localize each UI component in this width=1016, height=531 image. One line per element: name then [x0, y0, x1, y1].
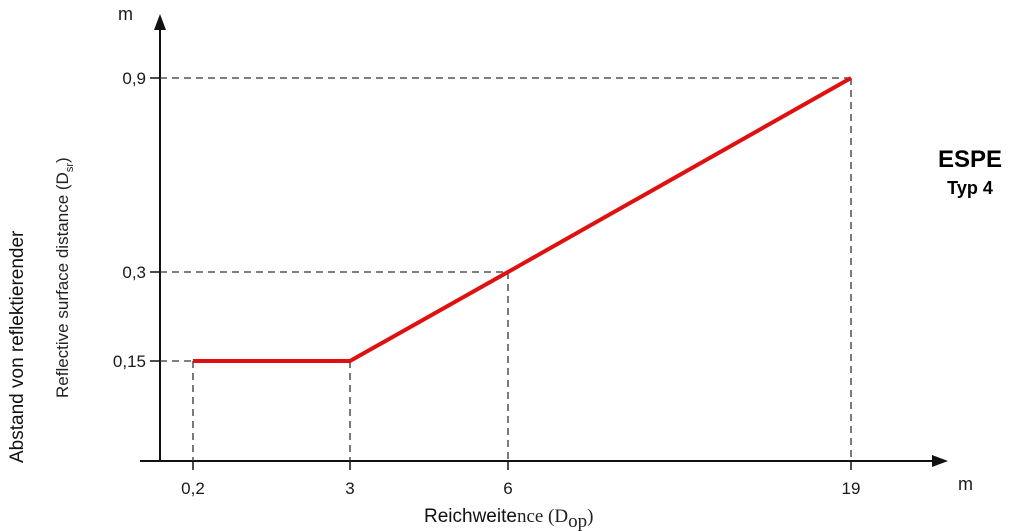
- x-tick-label: 3: [345, 479, 354, 498]
- y-axis-label-line1: Abstand von reflektierender: [7, 230, 28, 463]
- side-title: ESPE: [938, 146, 1002, 173]
- y-axis-label-text: Reflective surface distance (D: [53, 172, 72, 398]
- y-axis-label-subscript: sr: [64, 163, 76, 173]
- x-axis-label-text: nce (D: [517, 506, 568, 527]
- y-axis-label-line2: Reflective surface distance (Dsr): [53, 157, 76, 398]
- x-tick-label: 6: [503, 479, 512, 498]
- x-tick-label: 19: [842, 479, 861, 498]
- x-unit-label: m: [958, 474, 973, 494]
- y-unit-label: m: [118, 4, 133, 24]
- guide-lines: [160, 77, 852, 461]
- x-axis-arrow: [932, 455, 948, 467]
- y-ticks: 0,15 0,3 0,9: [113, 69, 160, 371]
- x-axis-label-subscript: op: [568, 511, 587, 531]
- x-ticks: 0,2 3 6 19: [181, 461, 860, 498]
- y-axis-label-close: ): [53, 157, 72, 163]
- series-line: [193, 76, 852, 363]
- y-axis-arrow: [154, 14, 166, 30]
- x-axis-label: Reichweitence (Dop): [424, 506, 593, 531]
- x-tick-label: 0,2: [181, 479, 205, 498]
- y-tick-label: 0,9: [122, 69, 146, 88]
- x-axis-label-main: Reichweite: [424, 506, 517, 527]
- y-tick-label: 0,3: [122, 263, 146, 282]
- side-subtitle: Typ 4: [947, 178, 993, 198]
- series-group: [193, 76, 852, 363]
- x-axis-label-close: ): [587, 506, 593, 527]
- y-tick-label: 0,15: [113, 352, 146, 371]
